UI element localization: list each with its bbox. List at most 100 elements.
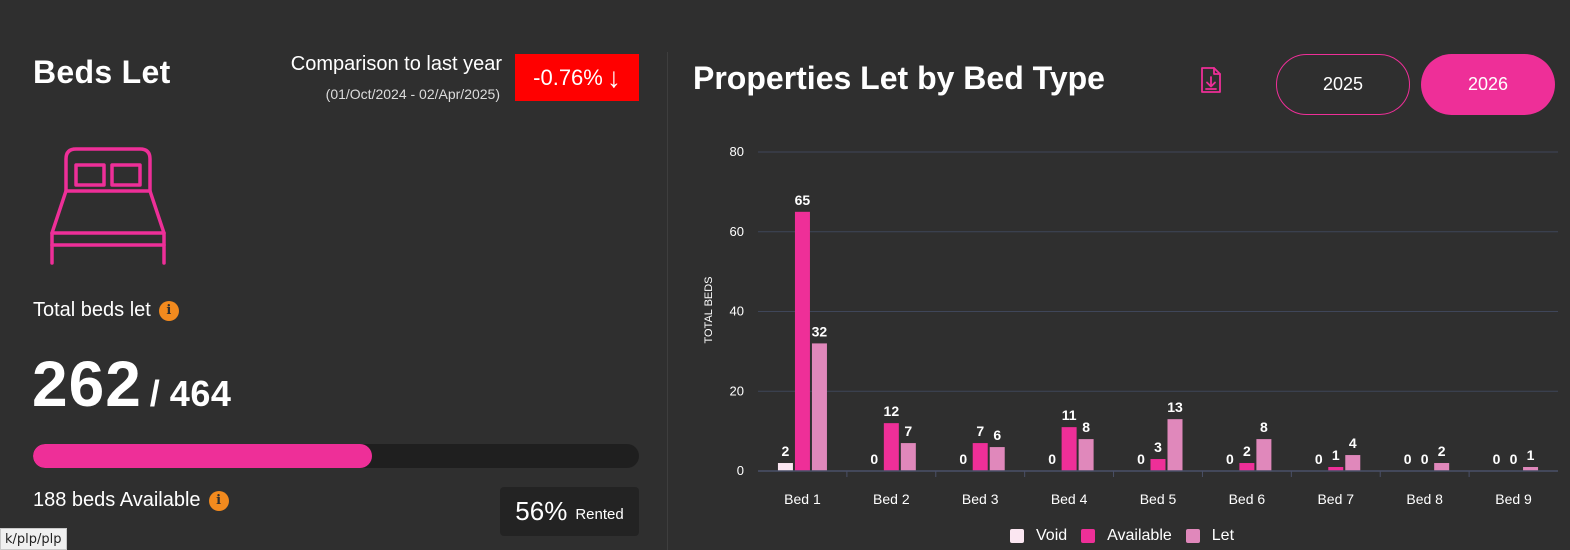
- arrow-down-icon: ↓: [606, 61, 621, 93]
- data-label: 0: [1404, 451, 1412, 467]
- data-label: 0: [1493, 451, 1501, 467]
- rented-percentage: 56%: [515, 496, 568, 526]
- y-tick-label: 20: [730, 383, 744, 398]
- data-label: 0: [1510, 451, 1518, 467]
- comparison-range: (01/Oct/2024 - 02/Apr/2025): [325, 86, 500, 102]
- y-axis-label: TOTAL BEDS: [703, 276, 715, 343]
- bar-let: [811, 343, 827, 471]
- data-label: 0: [870, 451, 878, 467]
- bar-available: [972, 443, 988, 471]
- x-tick-label: Bed 6: [1229, 491, 1266, 507]
- x-tick-label: Bed 5: [1140, 491, 1177, 507]
- data-label: 13: [1167, 399, 1183, 415]
- data-label: 2: [782, 443, 790, 459]
- y-tick-label: 80: [730, 144, 744, 159]
- export-file-icon[interactable]: [1200, 66, 1222, 94]
- data-label: 1: [1332, 447, 1340, 463]
- total-beds-let-text: Total beds let: [33, 299, 151, 321]
- data-label: 8: [1260, 419, 1268, 435]
- rented-percentage-box: 56% Rented: [500, 487, 639, 536]
- beds-let-count: 262 / 464: [32, 347, 231, 421]
- y-tick-label: 60: [730, 224, 744, 239]
- data-label: 0: [1137, 451, 1145, 467]
- data-label: 0: [1226, 451, 1234, 467]
- data-label: 1: [1527, 447, 1535, 463]
- x-tick-label: Bed 4: [1051, 491, 1088, 507]
- properties-chart-panel: Properties Let by Bed Type 2025 2026 0 20…: [668, 0, 1570, 550]
- bar-available: [883, 423, 899, 471]
- year-2026-button[interactable]: 2026: [1421, 54, 1555, 115]
- data-label: 12: [884, 403, 900, 419]
- comparison-title: Comparison to last year: [290, 53, 502, 75]
- y-tick-label: 0: [737, 463, 744, 478]
- legend-label: Let: [1211, 527, 1235, 544]
- x-tick-label: Bed 3: [962, 491, 999, 507]
- info-icon[interactable]: i: [158, 300, 179, 321]
- comparison-value: -0.76%: [533, 64, 603, 90]
- data-label: 32: [812, 323, 828, 339]
- data-label: 0: [1315, 451, 1323, 467]
- count-separator: /: [149, 373, 160, 414]
- bar-available: [1061, 427, 1077, 471]
- comparison-badge: -0.76% ↓: [515, 54, 639, 101]
- legend-label: Available: [1107, 527, 1172, 544]
- beds-available-text: 188 beds Available: [33, 489, 201, 511]
- data-label: 0: [1048, 451, 1056, 467]
- data-label: 65: [795, 192, 811, 208]
- data-label: 6: [993, 427, 1001, 443]
- y-tick-label: 40: [730, 304, 744, 319]
- beds-available-label: 188 beds Available i: [33, 489, 229, 512]
- bar-let: [1078, 439, 1094, 471]
- let-count-value: 262: [32, 348, 142, 420]
- bed-icon: [50, 147, 166, 265]
- data-label: 2: [1243, 443, 1251, 459]
- chart-legend: Void Available Let: [1010, 527, 1236, 545]
- data-label: 2: [1438, 443, 1446, 459]
- data-label: 0: [1421, 451, 1429, 467]
- data-label: 0: [959, 451, 967, 467]
- data-label: 7: [976, 423, 984, 439]
- legend-item-available[interactable]: Available: [1081, 527, 1172, 545]
- beds-let-progress-bar: [33, 444, 639, 468]
- data-label: 11: [1062, 407, 1077, 423]
- data-label: 8: [1082, 419, 1090, 435]
- legend-swatch: [1185, 529, 1200, 543]
- chart-x-axis: Bed 1 Bed 2 Bed 3 Bed 4 Bed 5 Bed 6 Bed 7 Bed 8…: [758, 470, 1558, 507]
- info-icon[interactable]: i: [208, 490, 229, 511]
- bar-let: [1345, 455, 1361, 471]
- chart-title: Properties Let by Bed Type: [693, 60, 1105, 96]
- status-bar-url: k/plp/plp: [0, 528, 67, 550]
- bar-let: [1434, 463, 1450, 471]
- data-label: 7: [904, 423, 912, 439]
- bar-let: [989, 447, 1005, 471]
- data-label: 4: [1349, 435, 1357, 451]
- bar-available: [1328, 467, 1344, 471]
- bar-let: [1167, 419, 1183, 471]
- data-label: 3: [1154, 439, 1162, 455]
- bar-let: [1523, 467, 1539, 471]
- x-tick-label: Bed 2: [873, 491, 910, 507]
- x-tick-label: Bed 9: [1495, 491, 1532, 507]
- x-tick-label: Bed 8: [1406, 491, 1443, 507]
- year-2025-button[interactable]: 2025: [1276, 54, 1410, 115]
- panel-divider: [667, 52, 668, 550]
- beds-let-progress-fill: [33, 444, 373, 468]
- legend-item-void[interactable]: Void: [1010, 527, 1067, 545]
- x-tick-label: Bed 7: [1317, 491, 1354, 507]
- bar-let: [900, 443, 916, 471]
- rented-label: Rented: [575, 506, 624, 523]
- legend-label: Void: [1036, 527, 1068, 544]
- total-count-value: 464: [169, 373, 232, 414]
- legend-swatch: [1081, 529, 1096, 543]
- legend-item-let[interactable]: Let: [1185, 527, 1235, 545]
- total-beds-let-label: Total beds let i: [33, 299, 179, 322]
- x-tick-label: Bed 1: [784, 491, 821, 507]
- bar-available: [1150, 459, 1166, 471]
- bar-let: [1256, 439, 1272, 471]
- bar-available: [1239, 463, 1255, 471]
- beds-let-title: Beds Let: [33, 54, 171, 90]
- beds-let-panel: Beds Let Comparison to last year (01/Oct…: [0, 0, 668, 550]
- bar-available: [794, 211, 810, 471]
